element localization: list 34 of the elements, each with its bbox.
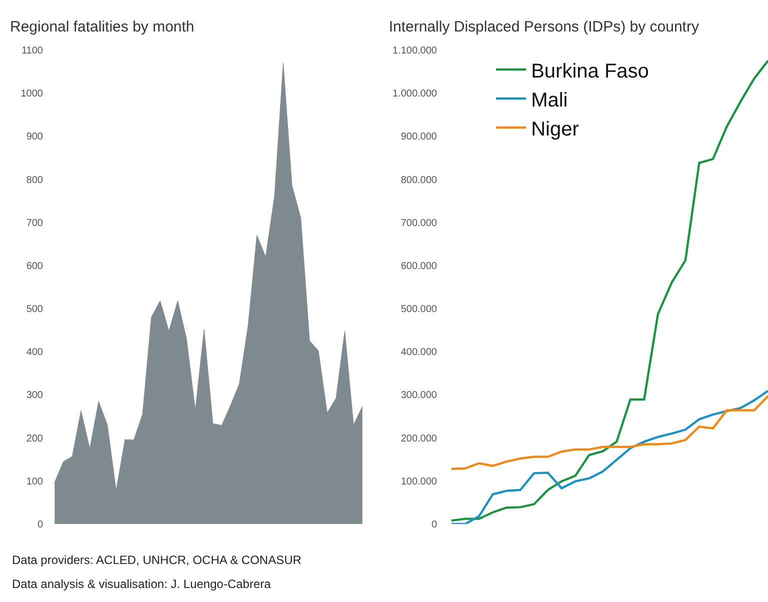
legend-label: Niger <box>531 118 580 140</box>
y-tick-label: 600.000 <box>400 260 438 272</box>
line-series <box>450 390 768 524</box>
y-tick-label: 200.000 <box>400 433 438 444</box>
y-tick-label: 800 <box>26 174 44 186</box>
y-tick-label: 300.000 <box>400 390 438 402</box>
text: Data providers: ACLED, UNHCR, OCHA & CONASUR <box>12 553 302 567</box>
y-tick-label: 1.000.000 <box>392 88 438 100</box>
y-tick-label: 700.000 <box>400 218 438 229</box>
chart-title: Regional fatalities by month <box>10 18 194 36</box>
y-tick-label: 600 <box>26 260 44 272</box>
line-series <box>450 60 768 522</box>
y-tick-label: 1.100.000 <box>392 46 438 56</box>
y-tick-label: 0 <box>37 520 44 530</box>
chart-title: Internally Displaced Persons (IDPs) by country <box>388 18 700 36</box>
y-tick-label: 400 <box>26 347 44 358</box>
legend-label: Burkina Faso <box>531 60 649 82</box>
y-tick-label: 400.000 <box>400 347 438 358</box>
y-tick-label: 500 <box>26 304 44 316</box>
y-tick-label: 900.000 <box>400 132 438 143</box>
y-tick-label: 0 <box>431 520 438 530</box>
y-tick-label: 1000 <box>20 88 44 100</box>
y-tick-label: 800.000 <box>400 174 438 186</box>
y-tick-label: 1100 <box>21 46 44 56</box>
y-tick-label: 500.000 <box>400 304 438 316</box>
line-series <box>450 394 768 470</box>
y-tick-label: 900 <box>26 132 44 143</box>
y-tick-label: 300 <box>26 390 44 402</box>
text: Data analysis & visualisation: J. Luengo-Cabrera <box>12 577 272 591</box>
legend-label: Mali <box>531 89 568 112</box>
y-tick-label: 700 <box>26 218 44 229</box>
y-tick-label: 200 <box>26 433 44 444</box>
y-tick-label: 100.000 <box>400 476 438 488</box>
y-tick-label: 100 <box>26 476 44 488</box>
